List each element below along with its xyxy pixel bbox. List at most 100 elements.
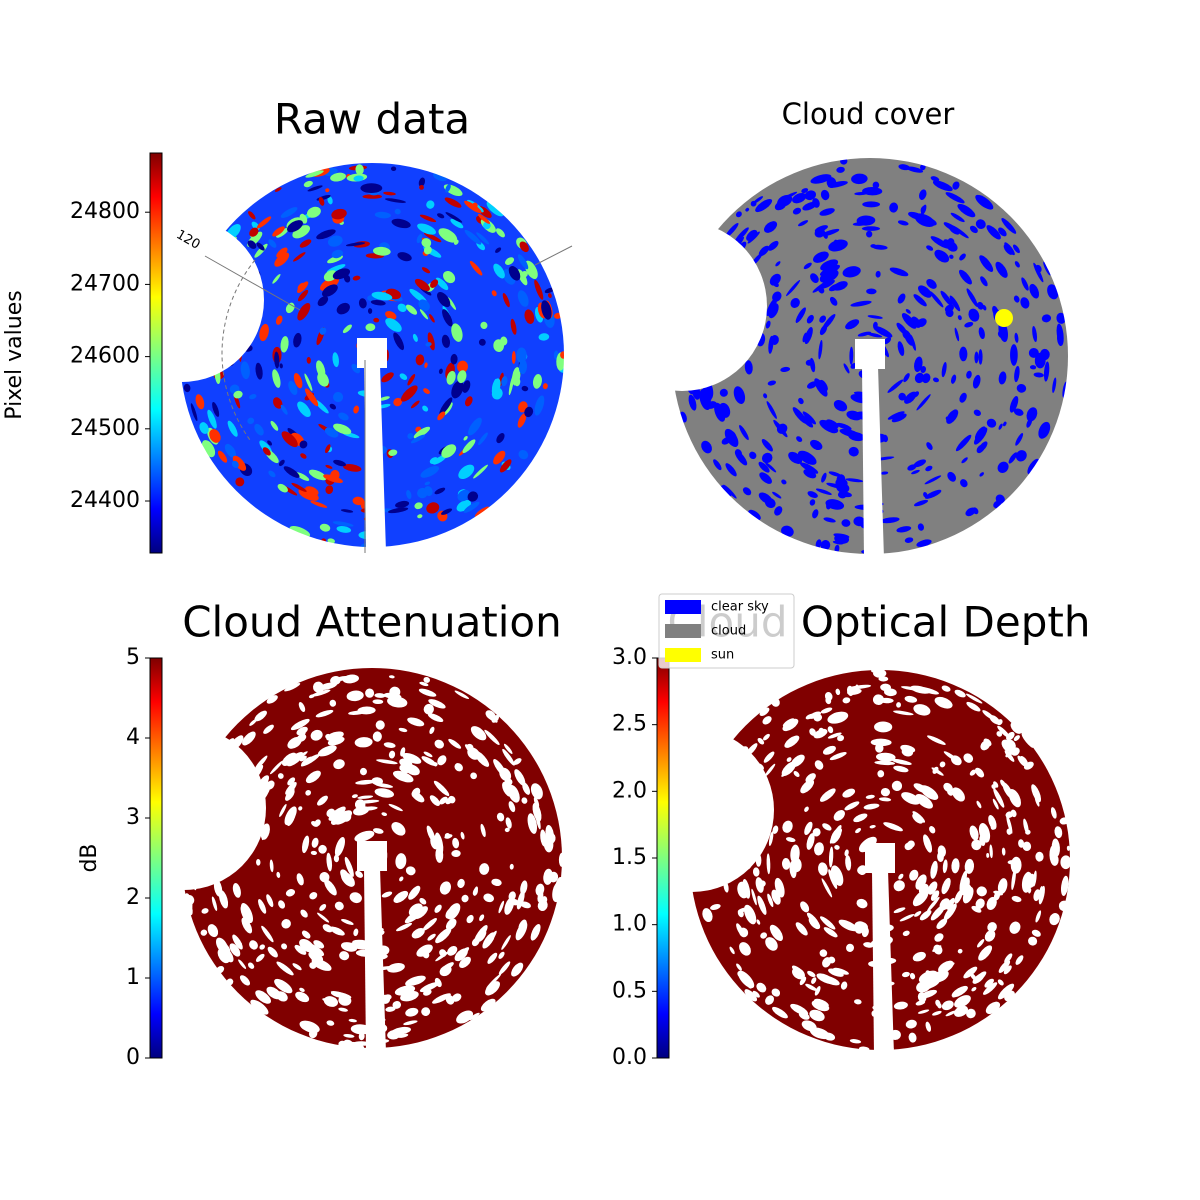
texture-blob <box>965 507 976 517</box>
texture-blob <box>266 780 275 790</box>
texture-blob <box>450 353 458 365</box>
texture-blob <box>472 888 478 896</box>
texture-blob <box>272 226 285 237</box>
texture-blob <box>907 464 917 471</box>
texture-blob <box>435 951 449 962</box>
texture-blob <box>226 224 241 240</box>
texture-blob <box>893 710 914 716</box>
texture-blob <box>307 185 323 192</box>
texture-blob <box>240 286 250 302</box>
texture-blob <box>765 320 771 329</box>
texture-blob <box>1000 779 1007 788</box>
texture-blob <box>410 400 420 409</box>
texture-blob <box>474 925 488 944</box>
texture-blob <box>820 539 831 551</box>
texture-blob <box>502 781 513 797</box>
texture-blob <box>258 899 267 914</box>
texture-blob <box>926 278 937 289</box>
texture-blob <box>295 472 310 481</box>
texture-blob <box>828 239 848 252</box>
texture-blob <box>824 692 833 701</box>
texture-blob <box>976 939 985 948</box>
texture-blob <box>447 297 457 310</box>
texture-blob <box>941 962 955 972</box>
texture-blob <box>479 914 485 922</box>
texture-blob <box>992 798 999 810</box>
texture-blob <box>324 427 339 438</box>
texture-blob <box>267 946 278 958</box>
shadow-band-arm <box>364 868 386 1053</box>
texture-blob <box>441 334 451 348</box>
texture-blob <box>700 785 710 802</box>
texture-blob <box>293 373 303 389</box>
texture-blob <box>687 382 698 395</box>
texture-blob <box>441 444 457 458</box>
texture-blob <box>301 835 310 854</box>
texture-blob <box>346 690 364 702</box>
texture-blob <box>1022 841 1032 852</box>
texture-blob <box>207 924 219 938</box>
texture-blob <box>1011 895 1022 903</box>
texture-blob <box>287 220 303 233</box>
texture-blob <box>982 710 995 720</box>
texture-blob <box>932 180 953 192</box>
texture-blob <box>419 898 427 905</box>
texture-blob <box>306 206 321 218</box>
texture-blob <box>325 464 333 469</box>
texture-blob <box>419 309 429 320</box>
texture-blob <box>957 948 963 954</box>
texture-blob <box>393 397 403 407</box>
texture-blob <box>889 202 899 213</box>
texture-blob <box>758 461 770 473</box>
texture-blob <box>900 744 916 753</box>
texture-blob <box>741 814 747 827</box>
texture-blob <box>969 769 977 776</box>
texture-blob <box>247 417 255 425</box>
texture-blob <box>721 437 731 445</box>
texture-blob <box>470 726 487 741</box>
texture-blob <box>324 879 337 896</box>
texture-blob <box>249 227 259 237</box>
texture-blob <box>845 478 864 483</box>
texture-blob <box>997 983 1015 1000</box>
texture-blob <box>485 712 498 723</box>
texture-blob <box>330 172 346 182</box>
texture-blob <box>354 799 366 810</box>
texture-blob <box>719 388 728 397</box>
texture-blob <box>786 279 801 297</box>
texture-blob <box>359 767 367 776</box>
texture-blob <box>819 419 839 434</box>
texture-blob <box>462 439 476 454</box>
texture-blob <box>763 733 770 741</box>
texture-blob <box>974 426 986 441</box>
texture-blob <box>383 742 396 748</box>
texture-blob <box>232 849 243 867</box>
texture-blob <box>957 315 962 321</box>
texture-blob <box>191 870 197 891</box>
texture-blob <box>291 482 307 492</box>
texture-blob <box>934 696 953 709</box>
texture-blob <box>319 523 331 532</box>
texture-blob <box>421 1007 431 1016</box>
texture-blob <box>782 718 799 732</box>
texture-blob <box>1014 365 1020 383</box>
texture-blob <box>733 386 746 404</box>
texture-blob <box>498 900 505 914</box>
texture-blob <box>532 802 542 822</box>
texture-blob <box>896 526 912 533</box>
texture-blob <box>715 277 723 285</box>
texture-blob <box>821 280 835 289</box>
texture-blob <box>765 937 778 951</box>
texture-blob <box>411 928 425 939</box>
texture-blob <box>299 239 312 248</box>
legend-swatch <box>665 600 701 614</box>
texture-blob <box>348 1018 357 1023</box>
texture-blob <box>285 781 297 795</box>
texture-blob <box>827 711 849 724</box>
texture-blob <box>334 810 353 825</box>
texture-blob <box>840 157 848 165</box>
texture-blob <box>909 869 919 881</box>
texture-blob <box>764 763 776 777</box>
texture-blob <box>313 940 325 949</box>
texture-blob <box>924 489 942 499</box>
